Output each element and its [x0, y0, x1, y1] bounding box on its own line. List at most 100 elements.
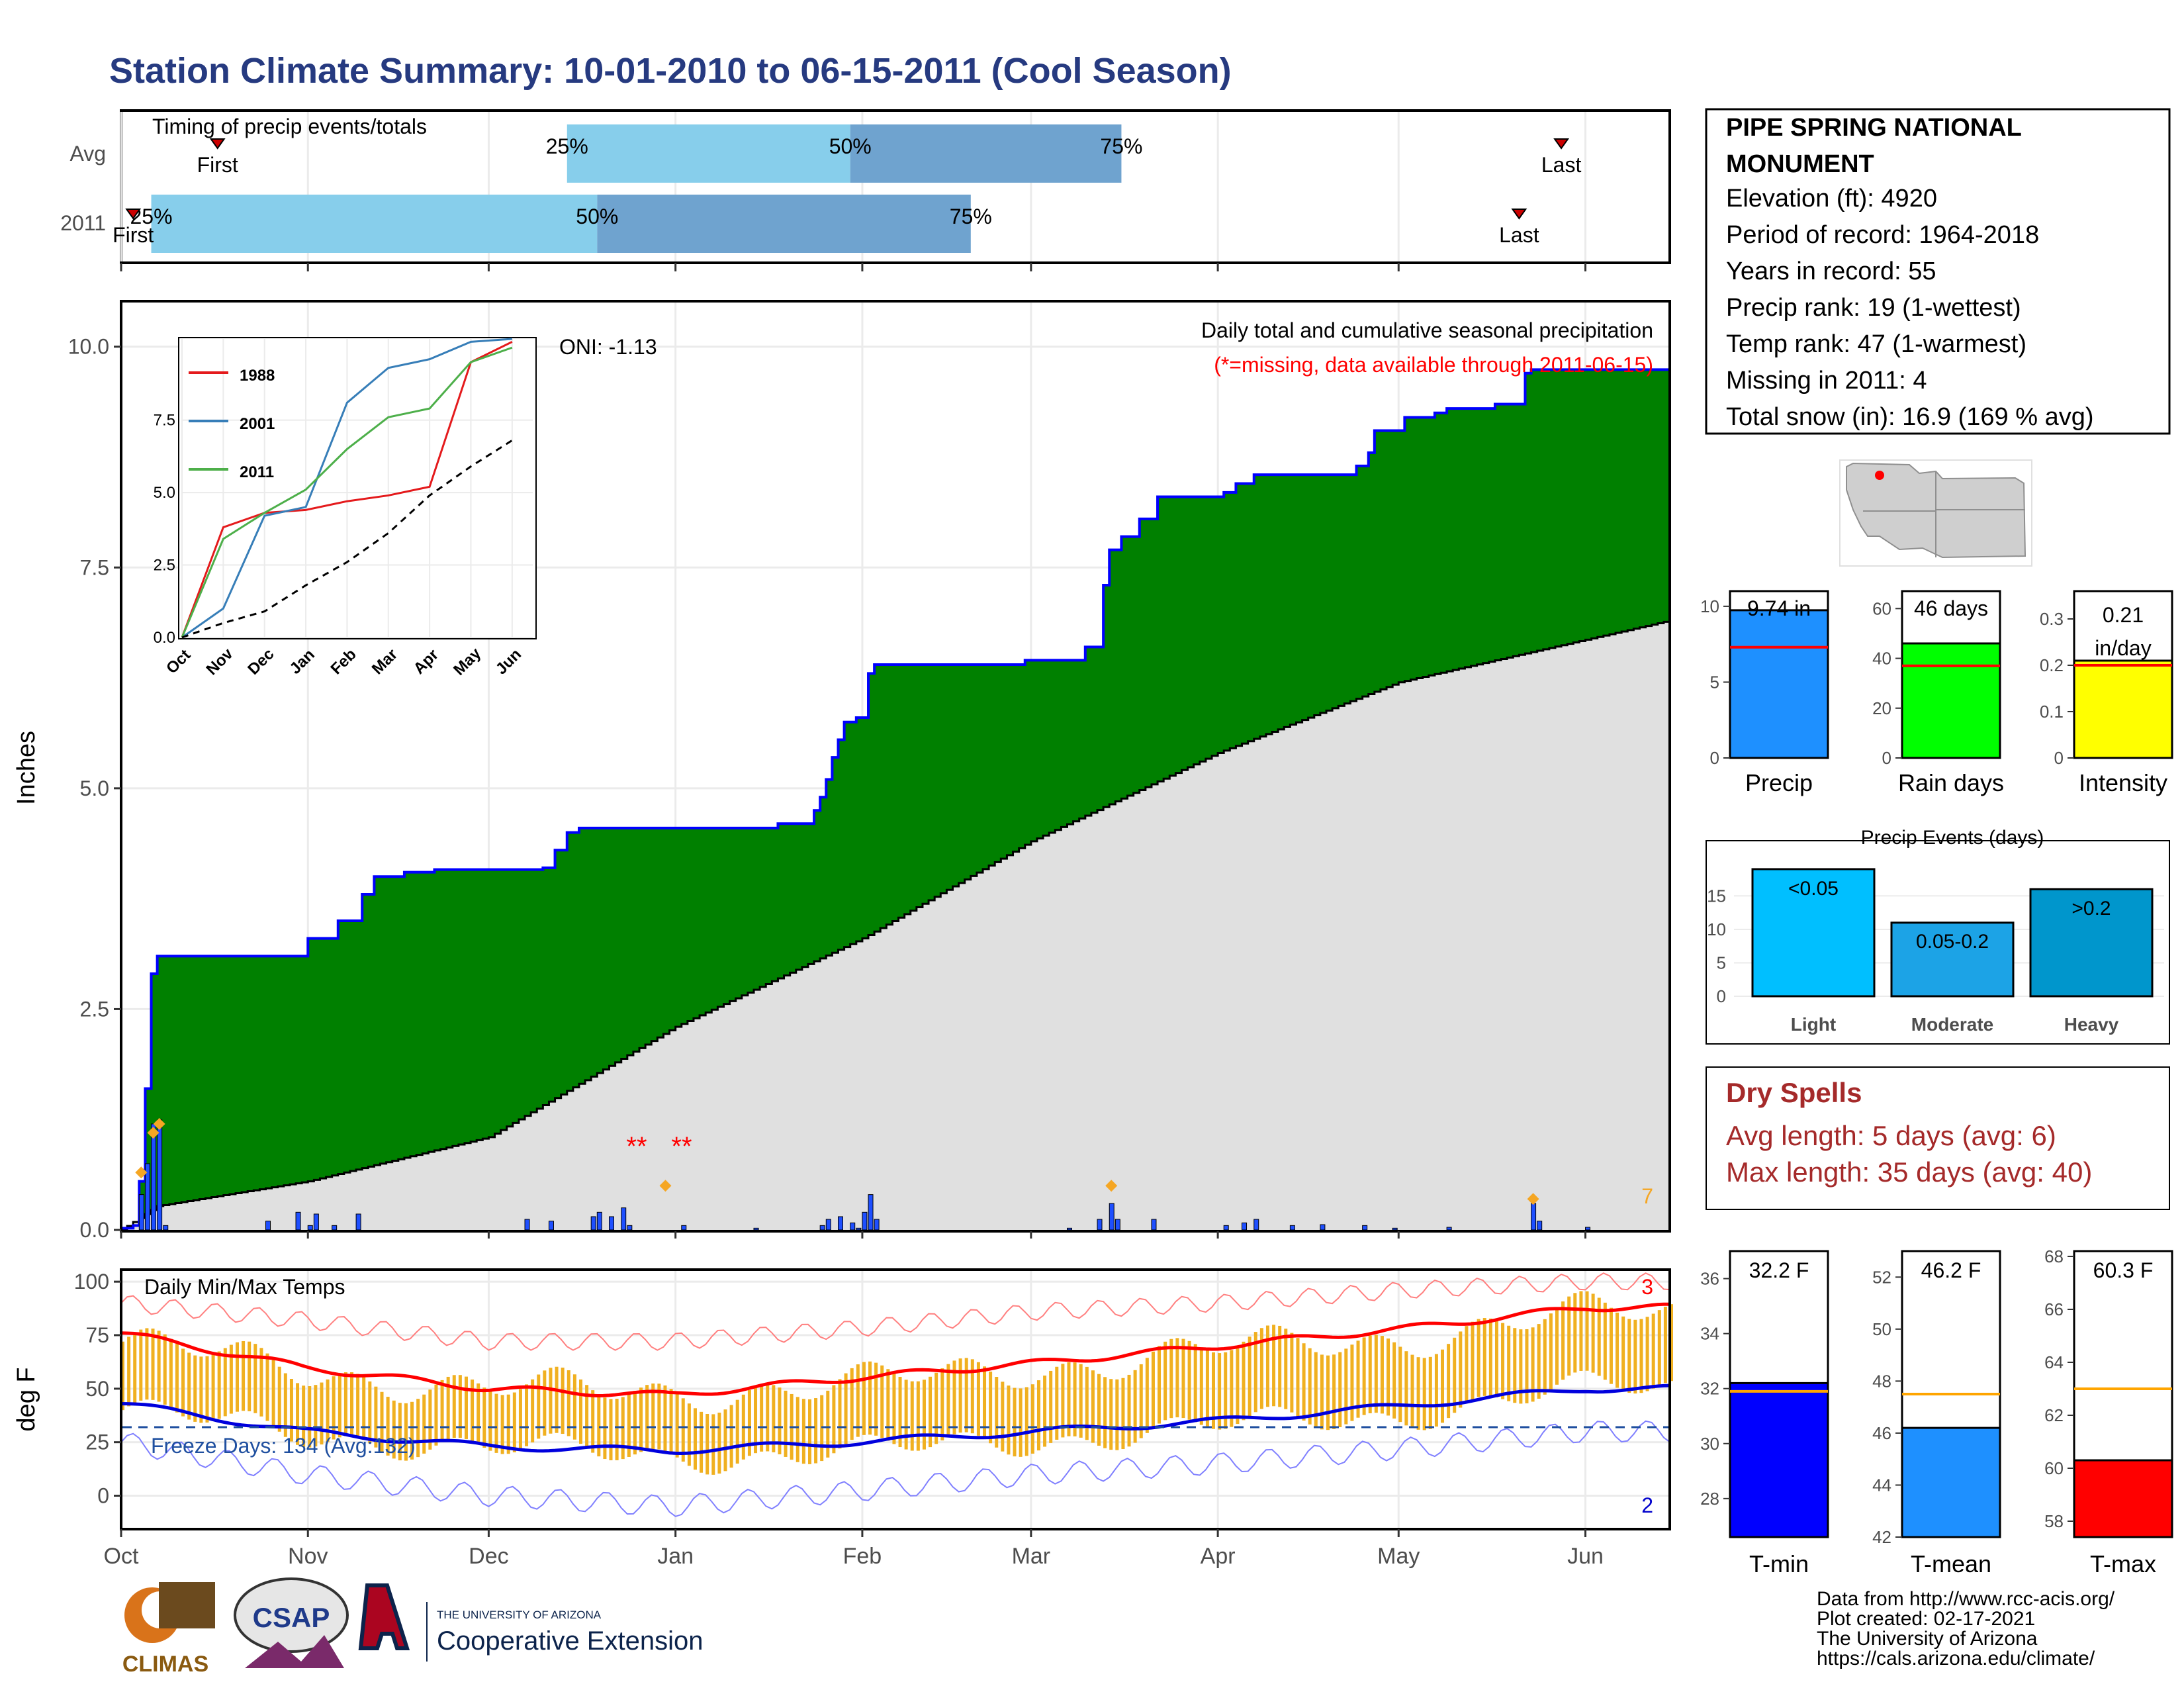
- inset-ytick-label: 5.0: [154, 484, 175, 502]
- daily-temp-range-bar: [1447, 1344, 1451, 1419]
- station-temp-rank: Temp rank: 47 (1-warmest): [1726, 330, 2026, 358]
- daily-temp-range-bar: [1230, 1350, 1234, 1427]
- daily-precip-bar: [596, 1211, 602, 1231]
- daily-temp-range-bar: [1651, 1313, 1655, 1389]
- station-period: Period of record: 1964-2018: [1726, 221, 2039, 249]
- daily-temp-range-bar: [223, 1348, 227, 1417]
- daily-temp-range-bar: [801, 1399, 805, 1464]
- locator-map: [1839, 459, 2032, 567]
- tempbar-tmax-tick-label: 58: [2044, 1511, 2064, 1531]
- daily-temp-range-bar: [308, 1386, 312, 1448]
- record-low-line: [120, 1420, 1670, 1517]
- daily-temp-range-bar: [398, 1403, 402, 1461]
- totals-raindays-tick-label: 60: [1872, 598, 1891, 618]
- precip-ytick-label: 10.0: [68, 335, 109, 359]
- daily-temp-range-bar: [1265, 1325, 1269, 1407]
- daily-temp-range-bar: [1290, 1333, 1294, 1413]
- tempbar-value-tmean: 46.2 F: [1921, 1258, 1981, 1282]
- daily-temp-range-bar: [211, 1354, 215, 1421]
- daily-temp-range-bar: [1259, 1328, 1263, 1409]
- daily-temp-range-bar: [1416, 1357, 1420, 1430]
- daily-temp-range-bar: [729, 1405, 733, 1468]
- daily-temp-range-bar: [862, 1362, 866, 1435]
- daily-temp-range-bar: [139, 1329, 143, 1401]
- daily-temp-range-bar: [428, 1389, 432, 1450]
- daily-temp-range-bar: [422, 1394, 426, 1454]
- daily-temp-range-bar: [458, 1375, 462, 1438]
- daily-precip-bar: [1109, 1203, 1115, 1231]
- station-elevation: Elevation (ft): 4920: [1726, 185, 1937, 212]
- daily-temp-range-bar: [314, 1385, 318, 1447]
- daily-precip-bar: [753, 1227, 759, 1231]
- daily-temp-range-bar: [651, 1383, 655, 1450]
- daily-temp-range-bar: [1199, 1347, 1203, 1425]
- daily-temp-range-bar: [1549, 1313, 1553, 1390]
- tempbar-tmax-tick-label: 66: [2044, 1299, 2064, 1319]
- first-event-label: First: [197, 153, 238, 177]
- daily-temp-range-bar: [645, 1385, 649, 1450]
- precip-panel-title: Daily total and cumulative seasonal prec…: [1201, 318, 1653, 342]
- daily-temp-range-bar: [1030, 1384, 1034, 1454]
- daily-precip-bar: [825, 1219, 831, 1231]
- tempbar-label-tmean: T-mean: [1911, 1550, 1991, 1577]
- daily-temp-range-bar: [555, 1366, 559, 1433]
- daily-temp-range-bar: [537, 1374, 541, 1439]
- daily-temp-range-bar: [1103, 1377, 1107, 1448]
- daily-temp-range-bar: [922, 1380, 926, 1450]
- daily-temp-range-bar: [1091, 1370, 1095, 1443]
- totals-value-intensity-1: 0.21: [2103, 603, 2144, 627]
- daily-temp-range-bar: [1422, 1358, 1426, 1430]
- avg-max-line: [120, 1302, 1670, 1397]
- daily-precip-bar: [1362, 1225, 1368, 1231]
- events-cat-moderate: Moderate: [1911, 1014, 1993, 1035]
- daily-temp-range-bar: [1501, 1323, 1505, 1399]
- daily-temp-range-bar: [1067, 1362, 1071, 1436]
- daily-precip-bar: [1151, 1219, 1157, 1231]
- x-month-label: Mar: [1012, 1544, 1051, 1569]
- page-title: Station Climate Summary: 10-01-2010 to 0…: [109, 51, 1232, 91]
- daily-temp-range-bar: [1145, 1358, 1149, 1433]
- daily-temp-range-bar: [717, 1413, 721, 1474]
- events-cat-light: Light: [1791, 1014, 1836, 1035]
- footer-line-4: https://cals.arizona.edu/climate/: [1817, 1648, 2095, 1669]
- daily-temp-range-bar: [271, 1360, 275, 1427]
- x-month-label: Jun: [1567, 1544, 1604, 1569]
- daily-temp-range-bar: [193, 1355, 197, 1422]
- inset-legend-2001: 2001: [240, 415, 275, 433]
- totals-intensity-tick-label: 0: [2054, 748, 2064, 768]
- precip-ylabel: Inches: [13, 731, 40, 805]
- daily-temp-range-bar: [1320, 1354, 1324, 1430]
- last-event-label: Last: [1541, 153, 1582, 177]
- daily-temp-range-bar: [1175, 1338, 1179, 1418]
- tempbar-tmax-tick-label: 68: [2044, 1246, 2064, 1266]
- daily-precip-bar: [862, 1211, 868, 1231]
- inset-series-1988: [181, 341, 513, 638]
- ua-small-text: THE UNIVERSITY OF ARIZONA: [437, 1609, 602, 1621]
- daily-temp-range-bar: [964, 1358, 968, 1432]
- inset-legend-1988: 1988: [240, 367, 275, 385]
- daily-temp-range-bar: [157, 1331, 161, 1402]
- daily-temp-range-bar: [723, 1409, 727, 1472]
- daily-temp-range-bar: [1302, 1343, 1306, 1421]
- temp-ylabel: deg F: [13, 1367, 40, 1431]
- daily-temp-range-bar: [1024, 1387, 1028, 1456]
- daily-temp-range-bar: [705, 1414, 709, 1475]
- precip-events-chart: Precip Events (days) 0 5 10 15 Light Modera…: [1706, 827, 2170, 1045]
- daily-precip-bar: [850, 1222, 856, 1231]
- daily-temp-range-bar: [1356, 1340, 1360, 1418]
- daily-temp-range-bar: [669, 1389, 673, 1454]
- tempbar-label-tmin: T-min: [1749, 1550, 1809, 1577]
- daily-temp-range-bar: [1224, 1352, 1228, 1429]
- daily-precip-bar: [1392, 1227, 1398, 1231]
- totals-value-precip: 9.74 in: [1747, 596, 1811, 620]
- daily-temp-range-bar: [934, 1372, 938, 1444]
- daily-temp-range-bar: [838, 1379, 842, 1449]
- daily-temp-range-bar: [958, 1358, 962, 1433]
- daily-temp-range-bar: [163, 1334, 167, 1405]
- timing-row-avg: Avg: [69, 142, 106, 165]
- daily-temp-range-bar: [1404, 1351, 1408, 1426]
- daily-temp-range-bar: [1121, 1378, 1125, 1450]
- daily-temp-range-bar: [1338, 1352, 1342, 1427]
- station-snow: Total snow (in): 16.9 (169 % avg): [1726, 403, 2094, 431]
- daily-temp-range-bar: [844, 1373, 848, 1444]
